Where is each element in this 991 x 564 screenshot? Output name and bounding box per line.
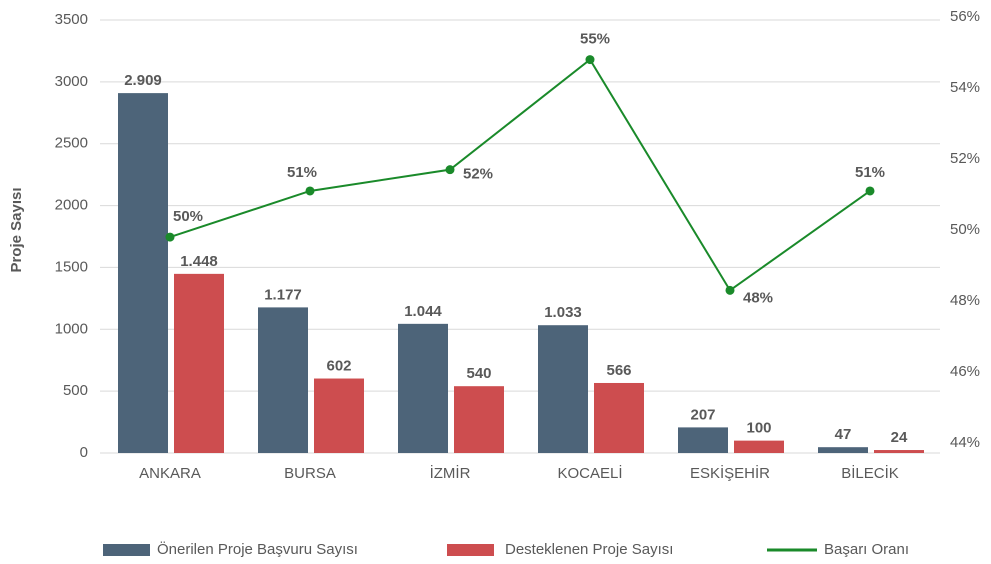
bar <box>734 440 784 453</box>
line-point <box>165 232 175 242</box>
y-tick-label: 2500 <box>55 135 88 152</box>
x-tick-label: KOCAELİ <box>557 464 622 482</box>
y2-tick-label: 56% <box>950 8 980 25</box>
x-tick-label: BİLECİK <box>841 464 899 482</box>
line-value-label: 51% <box>287 164 317 181</box>
bar-value-label: 100 <box>746 420 771 437</box>
y-tick-label: 1500 <box>55 258 88 275</box>
legend-label: Önerilen Proje Başvuru Sayısı <box>157 540 358 558</box>
bar-value-label: 2.909 <box>124 72 162 89</box>
bar <box>314 378 364 453</box>
line-point <box>305 186 315 196</box>
bar-value-label: 1.033 <box>544 304 582 321</box>
x-tick-label: ANKARA <box>139 465 201 482</box>
y-axis-title: Proje Sayısı <box>8 187 25 272</box>
bar <box>874 450 924 453</box>
y2-tick-label: 44% <box>950 434 980 451</box>
bar <box>594 382 644 453</box>
legend-swatch <box>103 544 150 556</box>
y-tick-label: 3000 <box>55 73 88 90</box>
bar <box>454 386 504 453</box>
line-value-label: 50% <box>173 208 203 225</box>
bar <box>398 323 448 453</box>
bar-value-label: 207 <box>690 406 715 423</box>
bar <box>258 307 308 453</box>
y-tick-label: 3500 <box>55 11 88 28</box>
line <box>169 58 871 292</box>
line-point <box>725 285 735 295</box>
x-tick-label: İZMİR <box>430 464 471 482</box>
y2-tick-label: 54% <box>950 79 980 96</box>
y-tick-label: 2000 <box>55 197 88 214</box>
y-tick-label: 500 <box>63 382 88 399</box>
line-point <box>865 186 875 196</box>
x-tick-label: ESKİŞEHİR <box>690 464 770 482</box>
y2-tick-label: 50% <box>950 221 980 238</box>
bar <box>174 273 224 453</box>
line-value-label: 51% <box>855 164 885 181</box>
legend-swatch <box>447 544 494 556</box>
bar-value-label: 602 <box>326 357 351 374</box>
y2-tick-label: 52% <box>950 150 980 167</box>
bar-value-label: 1.044 <box>404 303 442 320</box>
x-tick-label: BURSA <box>284 465 336 482</box>
line-value-label: 48% <box>743 289 773 306</box>
bar-value-label: 47 <box>835 426 852 443</box>
y2-tick-label: 48% <box>950 292 980 309</box>
bar-value-label: 24 <box>891 429 908 446</box>
bar-value-label: 566 <box>606 362 631 379</box>
y-tick-label: 1000 <box>55 320 88 337</box>
line-point <box>585 55 595 65</box>
line-value-label: 55% <box>580 31 610 48</box>
legend-label: Desteklenen Proje Sayısı <box>505 541 673 558</box>
y-tick-label: 0 <box>80 444 88 461</box>
bar-value-label: 1.177 <box>264 286 302 303</box>
bar-value-label: 540 <box>466 365 491 382</box>
bar-value-label: 1.448 <box>180 253 218 270</box>
legend-label: Başarı Oranı <box>824 541 909 558</box>
y2-tick-label: 46% <box>950 363 980 380</box>
line-point <box>445 165 455 175</box>
bar <box>538 325 588 453</box>
bar <box>818 447 868 453</box>
line-value-label: 52% <box>463 166 493 183</box>
bar <box>118 93 168 453</box>
bar <box>678 427 728 453</box>
